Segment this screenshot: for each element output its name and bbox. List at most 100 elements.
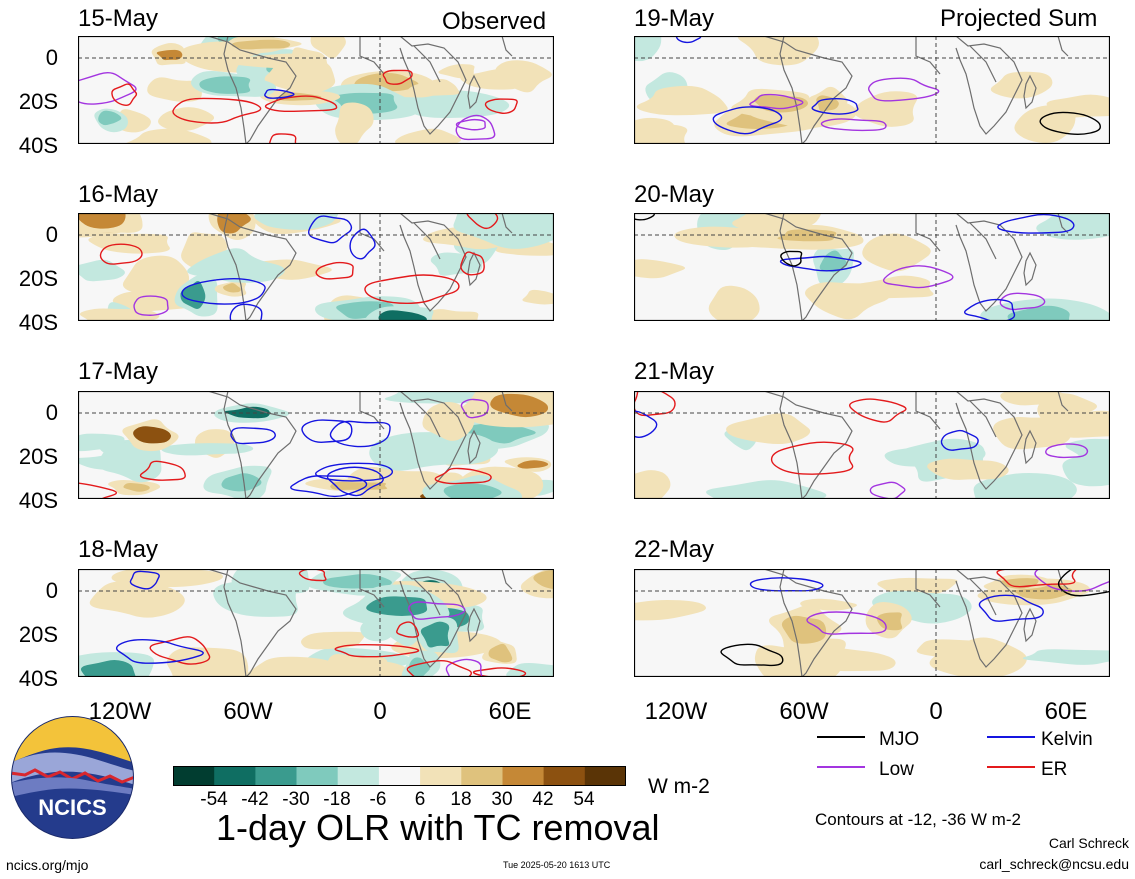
coastline (1023, 74, 1037, 110)
coastline (955, 213, 1023, 312)
er-line-swatch (987, 766, 1035, 768)
lat-label: 0 (45, 400, 58, 425)
coastline (207, 391, 297, 499)
contours-note: Contours at -12, -36 W m-2 (815, 810, 1021, 829)
colorbar-label: -54 (200, 789, 228, 810)
coastline (969, 45, 997, 83)
olr-anomaly-shade (124, 128, 212, 144)
lat-label: 20S (18, 444, 58, 469)
olr-anomaly-shade (438, 64, 475, 79)
olr-anomaly-shade (253, 213, 339, 230)
colorbar-swatch (214, 766, 256, 786)
colorbar-swatch (378, 766, 421, 786)
coastline (501, 213, 513, 234)
olr-anomaly-shade (330, 481, 388, 490)
coastline (969, 400, 997, 438)
wave-contour (434, 467, 492, 485)
wave-contour (1057, 569, 1110, 597)
colorbar-label: 30 (491, 789, 513, 810)
wave-contour (445, 658, 483, 677)
wave-contour (315, 462, 394, 482)
coastline (969, 222, 997, 260)
olr-anomaly-shade (98, 442, 162, 483)
olr-anomaly-shade (876, 612, 903, 631)
wave-contour (634, 410, 658, 438)
author-name: Carl Schreck (1048, 835, 1129, 851)
colorbar-label: -6 (369, 789, 387, 810)
wave-contour (111, 83, 138, 107)
lon-label: 0 (929, 698, 943, 725)
colorbar-swatch (296, 766, 339, 786)
olr-anomaly-shade (708, 285, 760, 321)
wave-contour (326, 466, 384, 497)
contour-legend: MJO Kelvin Low ER (815, 728, 1135, 788)
olr-anomaly-shade (453, 213, 554, 249)
observed-header: Observed (442, 8, 547, 35)
lat-label: 0 (45, 578, 58, 603)
coastline (501, 36, 513, 57)
olr-anomaly-shade (310, 36, 346, 59)
panel-date-label: 19-May (634, 5, 715, 32)
wave-contour (396, 621, 420, 638)
coastline (359, 36, 385, 75)
wave-contour (460, 398, 489, 419)
coastline (915, 36, 941, 75)
wave-contour (1045, 443, 1089, 459)
lat-label: 0 (45, 222, 58, 247)
olr-anomaly-shade (634, 259, 686, 279)
olr-anomaly-shade (369, 432, 499, 472)
author-email: carl_schreck@ncsu.edu (979, 856, 1129, 872)
olr-anomaly-shade (111, 569, 224, 587)
lat-label: 40S (18, 133, 58, 158)
olr-anomaly-shade (161, 443, 254, 456)
olr-anomaly-shade (804, 282, 891, 320)
lon-label: 60W (223, 698, 273, 725)
wave-contour (940, 429, 979, 451)
panel-frame (78, 213, 554, 321)
olr-anomaly-shade (378, 310, 427, 321)
olr-anomaly-shade (422, 401, 475, 441)
wave-contour (315, 261, 354, 280)
coastline (969, 578, 997, 616)
map-panel (78, 213, 554, 321)
coastline (223, 213, 247, 321)
olr-anomaly-shade (993, 416, 1073, 450)
wave-contour (779, 255, 862, 272)
olr-anomaly-shade (395, 128, 462, 144)
panel-date-label: 17-May (78, 358, 159, 385)
coastline (763, 569, 853, 677)
coastline (763, 391, 853, 499)
coastline (413, 222, 441, 260)
wave-contour (149, 636, 211, 665)
coastline (1057, 36, 1069, 57)
projected-sum-header: Projected Sum (940, 5, 1098, 32)
olr-anomaly-shade (123, 483, 150, 492)
wave-contour (115, 639, 204, 664)
coastline (467, 74, 481, 110)
map-panel (634, 213, 1110, 321)
wave-contour (712, 106, 783, 135)
legend-kelvin-label: Kelvin (1041, 729, 1093, 750)
olr-anomaly-shade (1022, 649, 1110, 665)
olr-anomaly-shade (247, 656, 342, 677)
coastline (779, 36, 803, 144)
wave-contour (264, 95, 338, 113)
olr-anomaly-shade (78, 259, 125, 282)
coastline (207, 36, 297, 144)
olr-anomaly-shade (133, 426, 171, 444)
olr-anomaly-shade (335, 102, 374, 144)
coastline (207, 213, 297, 321)
wave-contour (181, 278, 266, 305)
olr-anomaly-shade (79, 308, 160, 321)
coastline (915, 569, 941, 608)
coastline (501, 569, 513, 590)
wave-contour (749, 577, 824, 592)
panel-frame (634, 36, 1110, 144)
wave-contour (882, 265, 954, 289)
olr-anomaly-shade (323, 573, 392, 589)
coastline (1057, 391, 1069, 412)
olr-anomaly-shade (223, 283, 241, 293)
olr-anomaly-shade (147, 77, 202, 102)
lat-label: 20S (18, 89, 58, 114)
panel-date-label: 16-May (78, 181, 159, 208)
